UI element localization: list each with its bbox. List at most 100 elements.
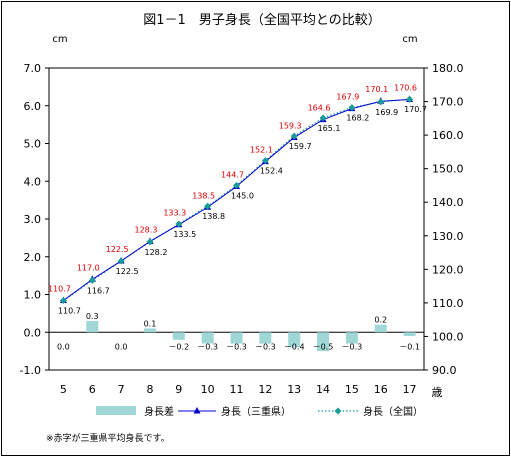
right-tick-label: 170.0: [432, 96, 464, 109]
mie-value-label: 122.5: [106, 245, 129, 254]
mie-value-label: 128.3: [135, 225, 158, 234]
mie-value-label: 152.1: [250, 146, 273, 155]
right-tick-label: 120.0: [432, 263, 464, 276]
legend: 身長差 身長（三重県） 身長（全国）: [96, 405, 423, 418]
left-axis-unit: cm: [52, 34, 67, 45]
national-point-marker: [175, 220, 183, 228]
x-tick-label: 8: [146, 383, 153, 396]
bar-value-label: 0.0: [57, 342, 70, 351]
x-tick-label: 10: [201, 383, 215, 396]
left-tick-label: 5.0: [24, 138, 42, 151]
bar-height-diff: [288, 332, 301, 348]
national-value-label: 170.7: [404, 105, 427, 114]
right-tick-label: 90.0: [432, 364, 457, 377]
national-value-label: 110.7: [58, 307, 81, 316]
national-point-marker: [290, 132, 298, 140]
right-tick-label: 130.0: [432, 230, 464, 243]
bar-value-label: 0.1: [144, 319, 157, 328]
bar-value-label: －0.3: [226, 342, 247, 351]
left-tick-label: 3.0: [24, 213, 42, 226]
national-value-label: 152.4: [260, 167, 283, 176]
national-value-label: 138.8: [202, 212, 225, 221]
mie-value-label: 164.6: [308, 104, 331, 113]
x-tick-label: 11: [230, 383, 244, 396]
national-value-label: 169.9: [375, 108, 398, 117]
left-tick-label: 0.0: [24, 326, 42, 339]
chart-title: 図1－1 男子身長（全国平均との比較）: [143, 12, 380, 28]
right-tick-label: 140.0: [432, 196, 464, 209]
bar-value-label: －0.2: [168, 342, 189, 351]
national-value-label: 145.0: [231, 191, 254, 200]
right-tick-label: 160.0: [432, 129, 464, 142]
mie-value-label: 144.7: [221, 170, 244, 179]
bar-height-diff: [317, 332, 330, 352]
bar-height-diff: [374, 324, 387, 333]
national-value-label: 165.1: [318, 124, 341, 133]
national-point-marker: [261, 157, 269, 165]
bar-value-label: 0.2: [374, 316, 387, 325]
bar-value-label: －0.4: [284, 342, 305, 351]
national-value-label: 168.2: [346, 114, 369, 123]
left-tick-label: 2.0: [24, 251, 42, 264]
right-tick-label: 100.0: [432, 330, 464, 343]
national-point-marker: [204, 202, 212, 210]
x-tick-label: 12: [258, 383, 272, 396]
bar-value-label: －0.3: [255, 342, 276, 351]
bar-value-label: －0.3: [342, 342, 363, 351]
bar-value-label: －0.5: [313, 342, 334, 351]
national-point-marker: [59, 297, 67, 305]
bar-height-diff: [143, 328, 156, 333]
bar-value-label: －0.3: [197, 342, 218, 351]
left-tick-label: 7.0: [24, 62, 42, 75]
bar-height-diff: [230, 332, 243, 344]
right-tick-label: 150.0: [432, 163, 464, 176]
national-point-marker: [406, 95, 414, 103]
bar-height-diff: [86, 320, 99, 333]
national-point-marker: [377, 98, 385, 106]
x-tick-label: 7: [118, 383, 125, 396]
legend-label-mie: 身長（三重県）: [221, 405, 291, 418]
bar-height-diff: [345, 332, 358, 344]
left-tick-label: 6.0: [24, 100, 42, 113]
mie-value-label: 159.3: [279, 121, 302, 130]
national-point-marker: [117, 257, 125, 265]
x-tick-label: 5: [60, 383, 67, 396]
bar-height-diff: [403, 332, 416, 337]
mie-value-label: 170.6: [394, 84, 417, 93]
left-tick-label: 1.0: [24, 289, 42, 302]
national-value-label: 122.5: [116, 267, 139, 276]
left-tick-label: -1.0: [20, 364, 41, 377]
mie-value-label: 170.1: [365, 85, 388, 94]
x-tick-label: 6: [89, 383, 96, 396]
bar-value-label: 0.0: [115, 342, 128, 351]
footnote: ※赤字が三重県平均身長です。: [46, 432, 170, 444]
right-axis-unit: cm: [402, 34, 417, 45]
legend-label-bar: 身長差: [144, 405, 174, 418]
mie-value-label: 138.5: [192, 191, 215, 200]
national-point-marker: [319, 114, 327, 122]
bar-value-label: 0.3: [86, 312, 99, 321]
bar-height-diff: [172, 332, 185, 340]
national-point-marker: [146, 238, 154, 246]
right-tick-label: 180.0: [432, 62, 464, 75]
mie-value-label: 133.3: [163, 209, 186, 218]
mie-value-label: 117.0: [77, 263, 100, 272]
legend-marker-mie: [193, 407, 201, 414]
x-tick-label: 15: [345, 383, 359, 396]
right-tick-label: 110.0: [432, 297, 464, 310]
bar-value-label: －0.1: [399, 342, 420, 351]
x-tick-label: 17: [403, 383, 417, 396]
national-value-label: 128.2: [145, 248, 168, 257]
x-tick-label: 13: [287, 383, 301, 396]
national-point-marker: [233, 181, 240, 189]
national-point-marker: [348, 104, 356, 112]
x-tick-label: 14: [316, 383, 330, 396]
legend-label-national: 身長（全国）: [363, 405, 423, 418]
x-axis-unit: 歳: [432, 386, 443, 399]
legend-marker-national: [334, 407, 342, 415]
x-tick-label: 16: [374, 383, 388, 396]
legend-swatch-bar: [96, 406, 136, 415]
